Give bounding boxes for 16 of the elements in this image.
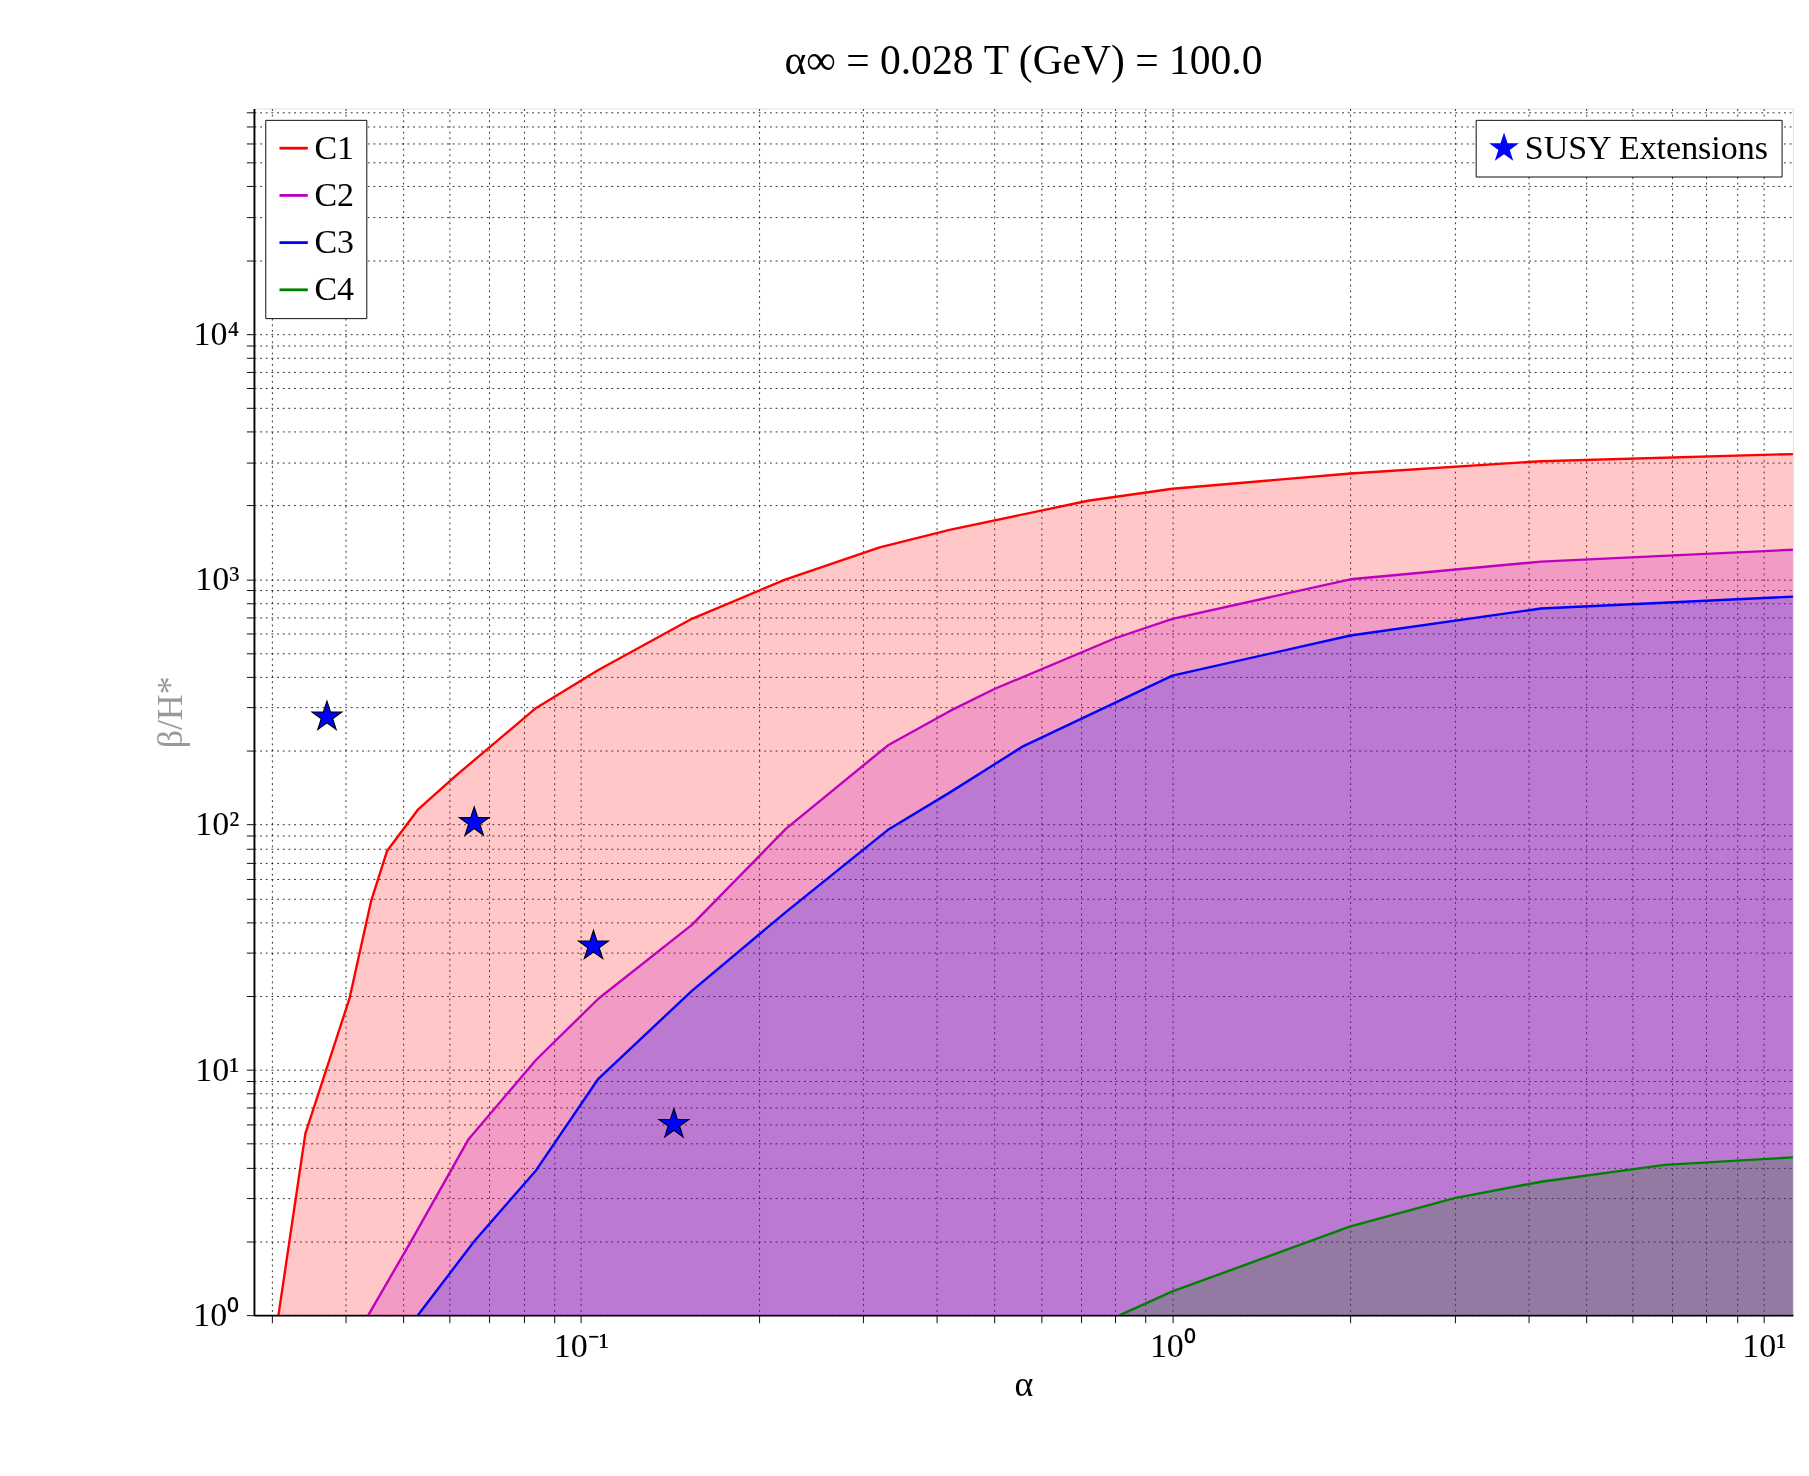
chart-title: α∞ = 0.028 T (GeV) = 100.0 (784, 36, 1263, 84)
y-tick-label: 10² (195, 805, 240, 843)
legend-label: C1 (314, 128, 355, 166)
y-tick-label: 10³ (195, 560, 240, 598)
y-tick-label: 10⁰ (193, 1296, 240, 1334)
y-tick-label: 10¹ (195, 1050, 240, 1088)
x-axis-title: α (1014, 1363, 1034, 1404)
legend-label: C4 (314, 270, 355, 308)
x-tick-label: 10⁰ (1149, 1327, 1196, 1365)
x-tick-label: 10¹ (1742, 1327, 1787, 1365)
y-axis-title: β/H* (149, 676, 190, 749)
legend-label: C2 (314, 175, 355, 213)
x-tick-label: 10⁻¹ (553, 1327, 609, 1365)
y-tick-label: 10⁴ (193, 314, 240, 352)
legend-label: SUSY Extensions (1524, 128, 1768, 166)
legend-label: C3 (314, 223, 355, 261)
